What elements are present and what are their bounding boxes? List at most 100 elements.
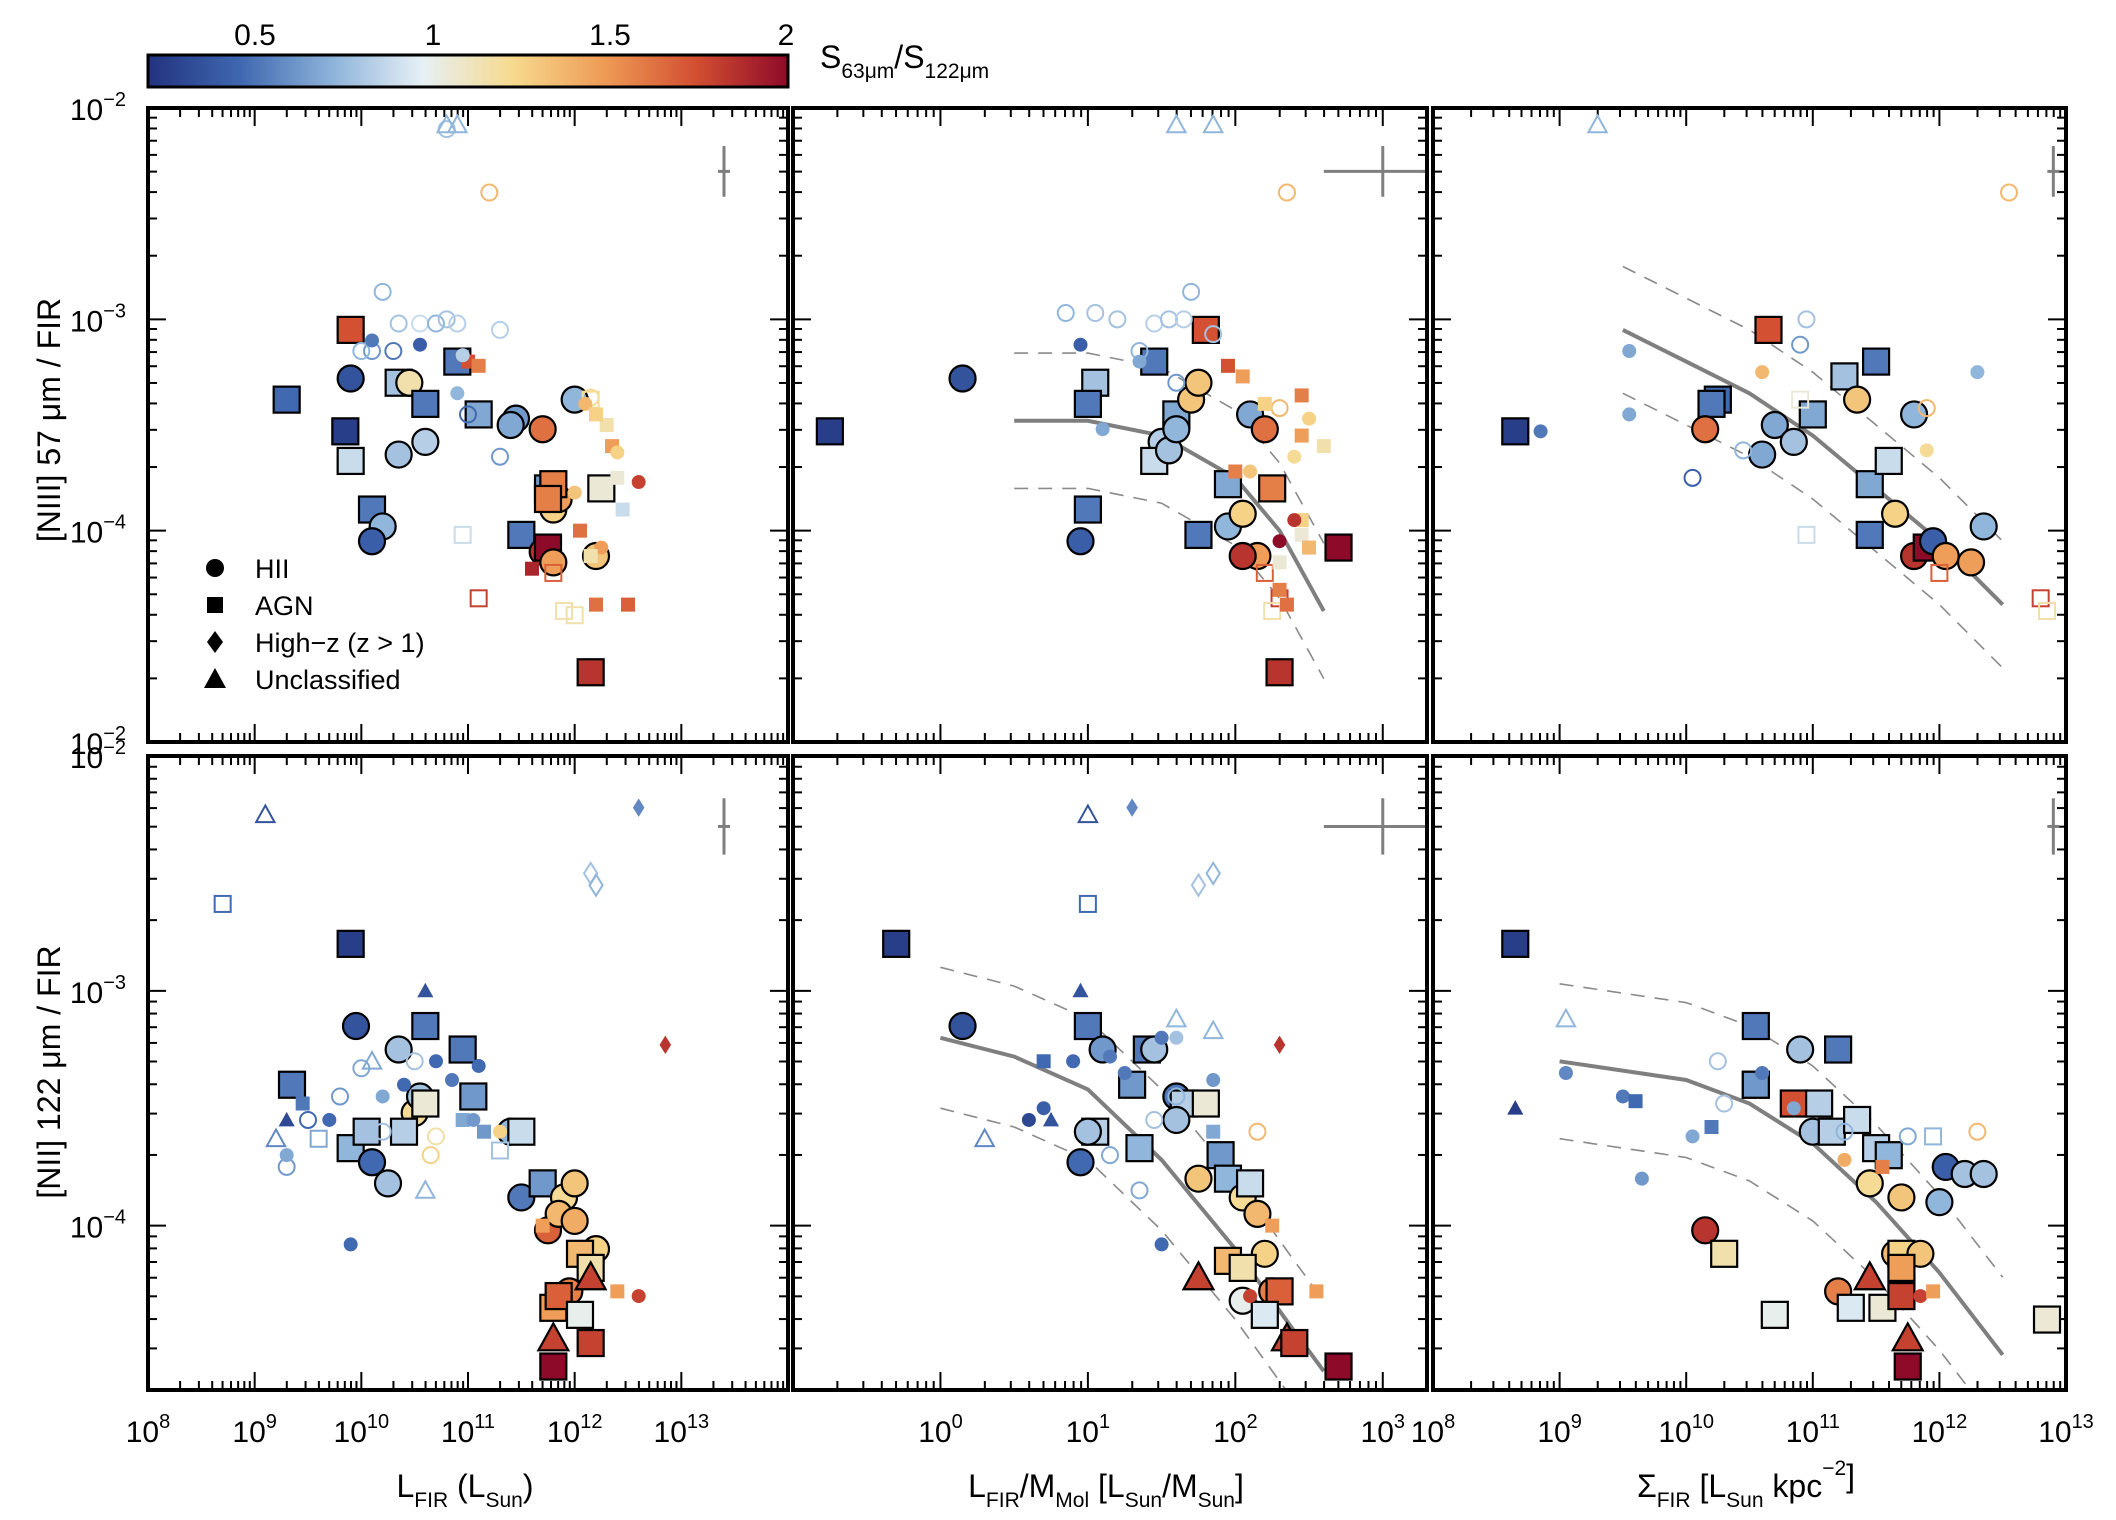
point-agn (1924, 1127, 1943, 1146)
x-tick-exp: 13 (687, 1411, 709, 1433)
point-unclassified (1202, 113, 1225, 134)
point-hii (357, 1148, 387, 1177)
point-agn (2038, 601, 2057, 620)
panel-bottom-middle: 100 101 102 103 (791, 754, 1429, 1449)
point-unclassified (1852, 1260, 1887, 1291)
x-tick-exp: 13 (2072, 1411, 2094, 1433)
point-agn (1257, 1417, 1273, 1433)
point-hii (450, 386, 465, 401)
x-tick-exp: 9 (266, 1411, 277, 1433)
point-agn (535, 1218, 550, 1233)
x-title-text: L (397, 1468, 415, 1504)
ticks (147, 755, 789, 1391)
x-tick-label: 1013 (654, 1411, 710, 1449)
point-agn (455, 1112, 470, 1127)
point-agn (1272, 555, 1287, 570)
point-high-z (588, 872, 604, 898)
point-agn (1235, 1169, 1265, 1198)
x-tick-label: 102 (1213, 1411, 1258, 1449)
plot-area (213, 798, 730, 1381)
point-agn (1073, 389, 1102, 418)
point-agn (507, 1117, 536, 1146)
point-hii (1228, 499, 1257, 528)
plot-area (882, 798, 1427, 1433)
point-hii (1622, 344, 1637, 359)
point-hii (1683, 468, 1702, 487)
point-hii (384, 342, 403, 361)
point-hii (1021, 1112, 1036, 1127)
point-unclassified (265, 1127, 287, 1148)
x-tick-base: 10 (547, 1416, 580, 1449)
point-hii (421, 1146, 440, 1165)
fit-lower-bound (1559, 1137, 1972, 1390)
point-agn (576, 658, 605, 687)
point-hii (1899, 400, 1929, 429)
colorbar: 0.5 1 1.5 2 S63μm/S122μm (146, 19, 989, 89)
x-tick-label: 109 (1537, 1411, 1582, 1449)
point-unclassified (1890, 1321, 1925, 1352)
x-tick-exp: 10 (1692, 1411, 1714, 1433)
point-agn (525, 561, 539, 576)
error-bar (2047, 146, 2060, 197)
point-agn (2032, 1305, 2062, 1334)
point-agn (389, 1117, 419, 1146)
point-hii (1797, 310, 1816, 329)
x-axis-title-lfir-mmol: LFIR/MMol [LSun/MSun] (968, 1468, 1244, 1512)
point-agn (1235, 369, 1250, 384)
point-hii (1715, 1094, 1734, 1113)
point-agn (272, 385, 301, 414)
point-hii (1277, 183, 1296, 202)
point-hii (1250, 415, 1279, 444)
y-tick-label: 10−2 (70, 723, 126, 761)
point-agn (213, 894, 232, 913)
point-agn (1874, 446, 1903, 476)
point-agn (277, 1070, 307, 1099)
y-tick-base: 10 (70, 305, 103, 338)
point-hii (1956, 548, 1986, 577)
point-agn (1258, 474, 1287, 503)
point-hii (1755, 365, 1770, 380)
legend-item: Unclassified (204, 665, 401, 695)
y-tick-base: 10 (70, 977, 103, 1010)
point-hii (1073, 1117, 1102, 1146)
point-hii (1154, 1030, 1169, 1045)
point-hii (331, 1087, 349, 1106)
y-tick-exp: −4 (103, 1207, 126, 1229)
x-title-text: kpc (1764, 1468, 1823, 1504)
plot-area (815, 113, 1427, 687)
x-title-text: ) (523, 1468, 534, 1504)
point-agn (1255, 563, 1274, 582)
point-hii (1786, 1035, 1815, 1064)
x-tick-base: 10 (126, 1416, 159, 1449)
colorbar-label-slash: /S (894, 39, 924, 75)
point-agn (1817, 1117, 1846, 1146)
fit-upper-bound (1622, 265, 2004, 542)
point-hii (1786, 1101, 1801, 1116)
point-hii (1970, 365, 1985, 380)
point-agn (1309, 1284, 1324, 1299)
point-agn (589, 597, 603, 612)
point-unclassified (1555, 1007, 1577, 1028)
point-hii (1248, 1122, 1267, 1141)
point-agn (621, 597, 635, 612)
point-hii (445, 1073, 459, 1088)
panel-frame (146, 106, 790, 744)
point-hii (1734, 441, 1753, 460)
point-hii (1204, 325, 1223, 344)
point-agn (565, 606, 584, 625)
point-hii (1101, 1146, 1119, 1165)
x-title-text: [L (1691, 1468, 1727, 1504)
point-hii (427, 1127, 445, 1146)
point-agn (1875, 1159, 1890, 1174)
point-hii (427, 314, 445, 333)
fit-upper-bound (940, 966, 1325, 1302)
point-hii (373, 1122, 392, 1141)
point-hii (1206, 1073, 1221, 1088)
x-tick-label: 1011 (1786, 1411, 1840, 1449)
point-high-z (1126, 798, 1138, 817)
point-agn (573, 523, 587, 538)
point-unclassified (414, 1179, 437, 1199)
